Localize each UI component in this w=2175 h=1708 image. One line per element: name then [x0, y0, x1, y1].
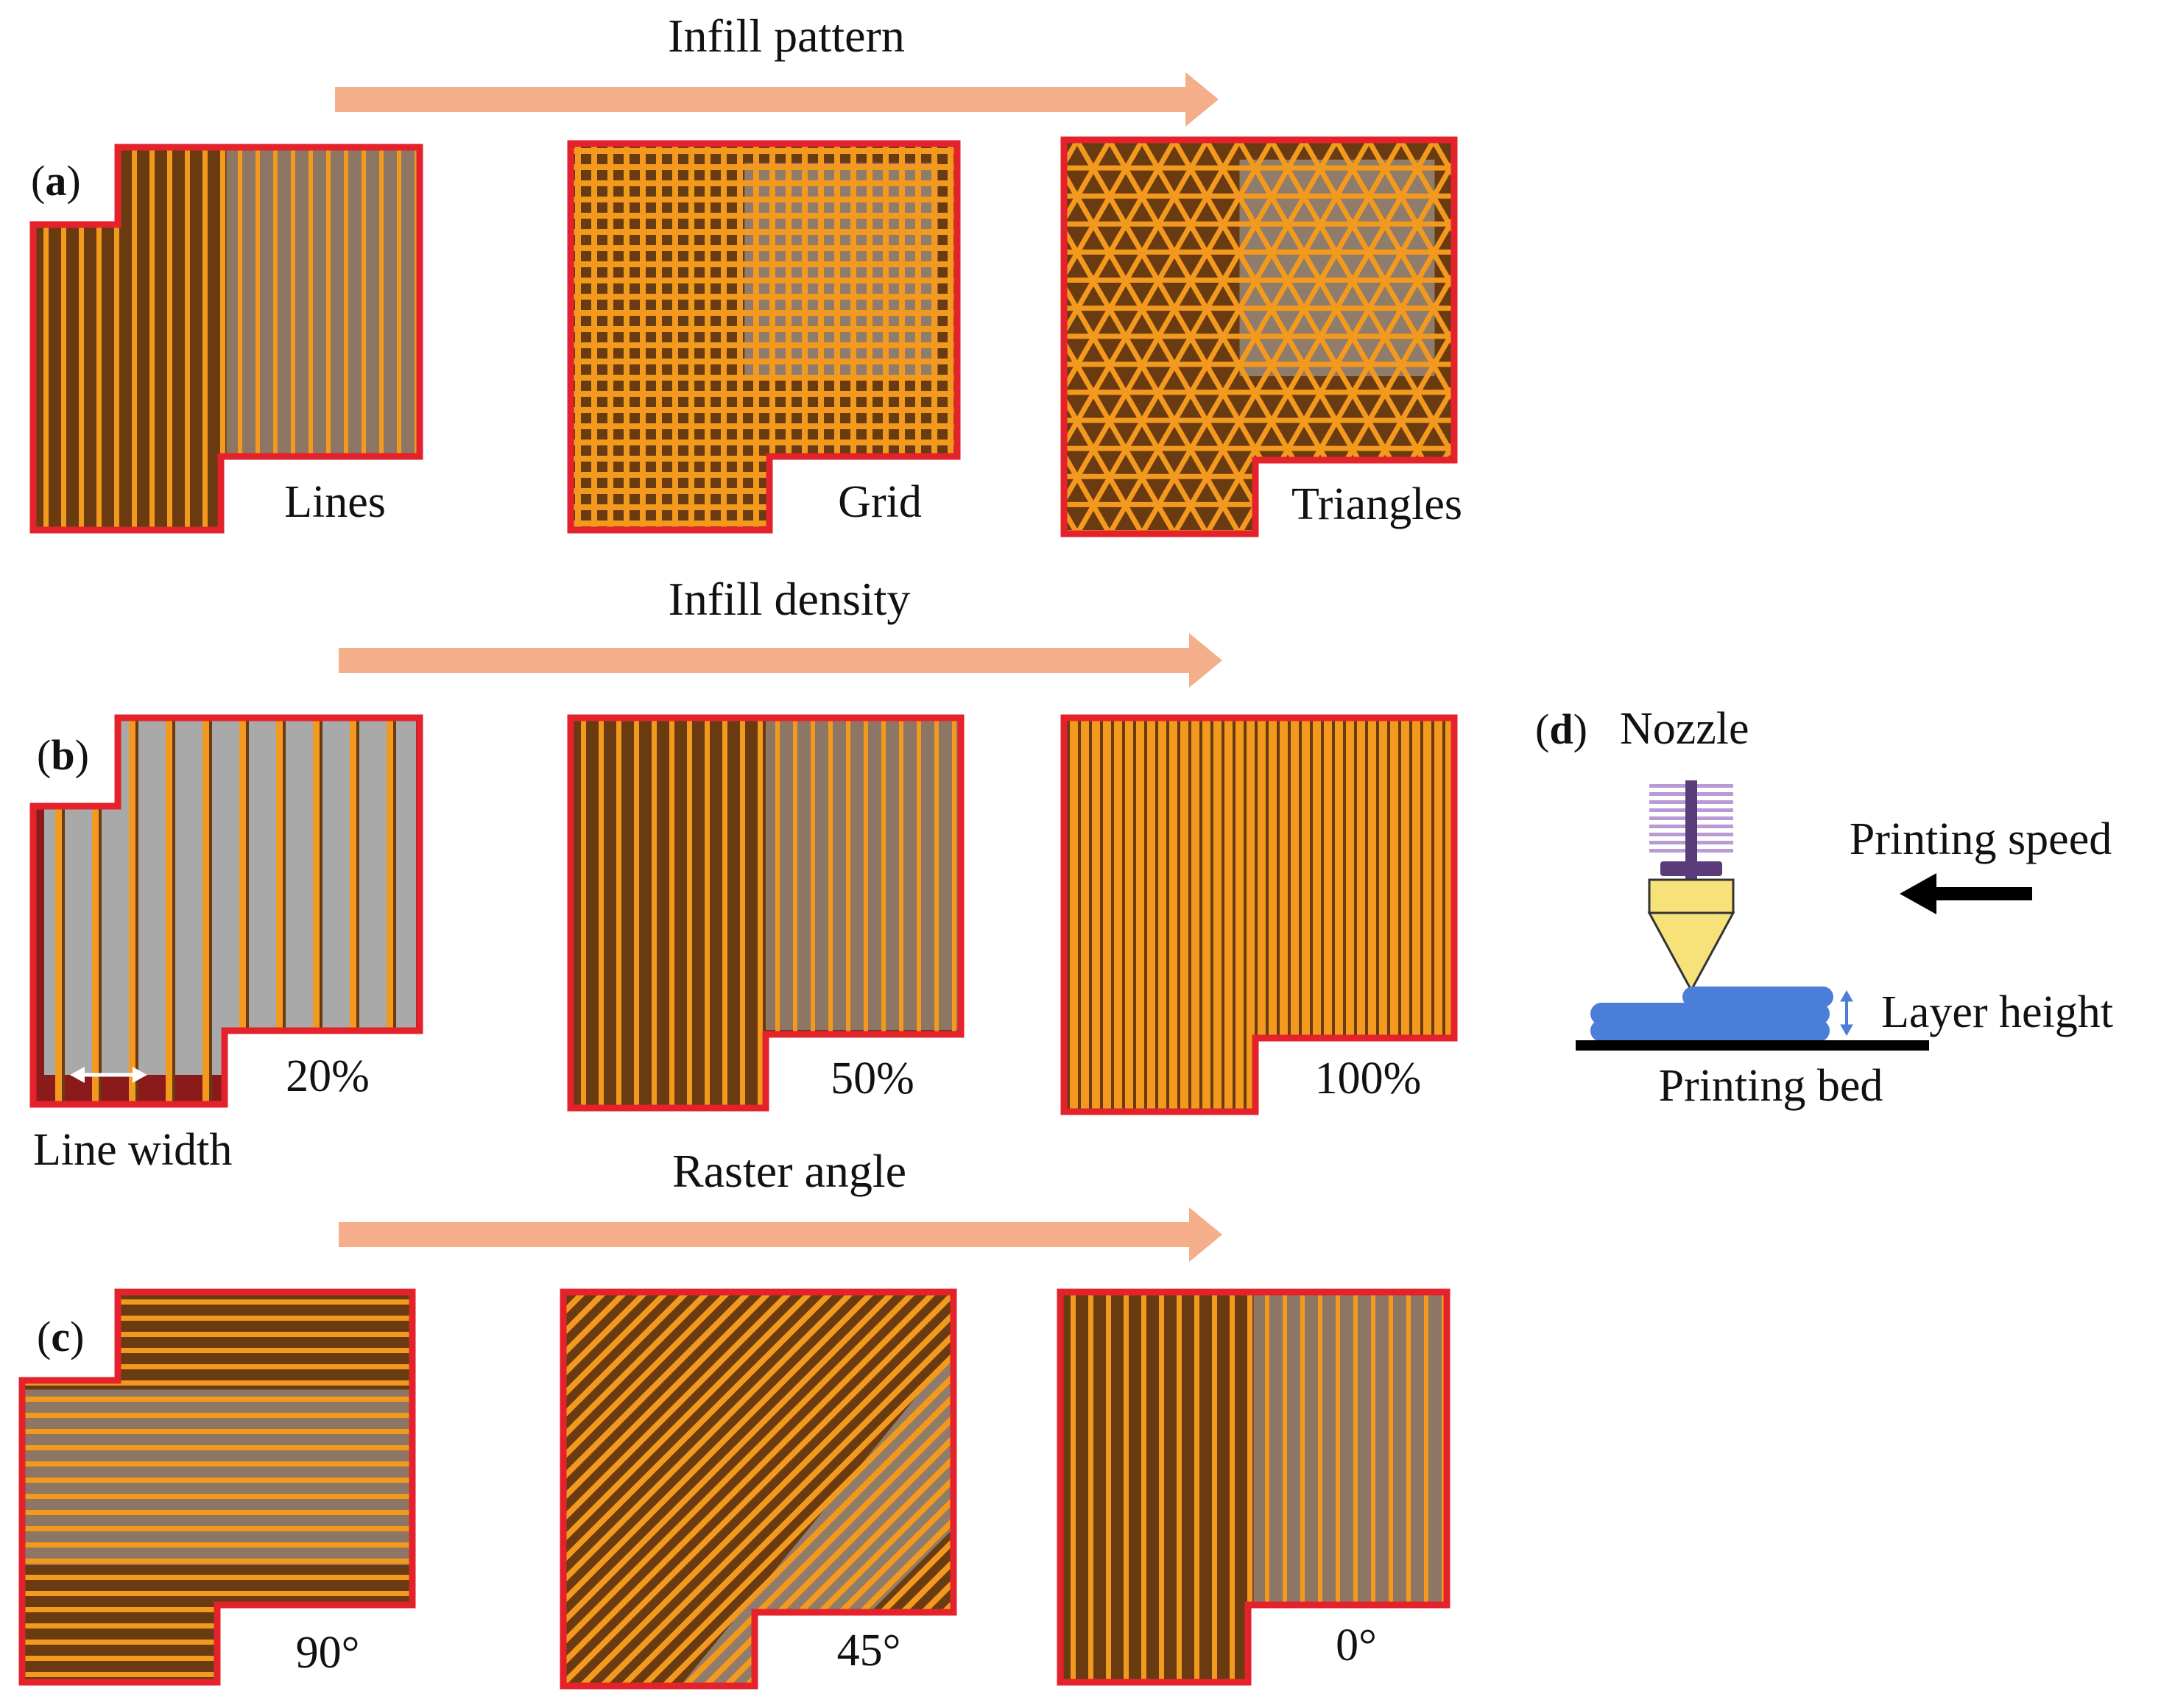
printing-bed [1576, 1040, 1929, 1051]
raster-0-panel: 0° [1057, 1288, 1450, 1686]
row-b: Infill density (b) 20% Line width 50% 10… [29, 573, 1458, 1175]
density-100-panel: 100% [1060, 714, 1458, 1115]
density-50-panel: 50% [567, 714, 965, 1112]
panel-letter-c: (c) [37, 1313, 84, 1361]
deposited-layers [1590, 987, 1833, 1042]
line-width-arrow [70, 1067, 147, 1083]
caption-50: 50% [831, 1054, 914, 1104]
row-a-title: Infill pattern [668, 10, 905, 62]
layer-height-arrow [1840, 989, 1853, 1037]
panel-letter-d: (d) [1535, 705, 1587, 753]
row-b-title: Infill density [669, 573, 911, 625]
row-b-arrow [339, 633, 1222, 688]
panel-letter-a: (a) [31, 157, 81, 205]
caption-grid: Grid [838, 477, 922, 527]
svg-text:(c): (c) [37, 1313, 84, 1361]
density-20-panel: 20% Line width [29, 714, 423, 1175]
caption-0: 0° [1336, 1620, 1377, 1670]
raster-45-panel: 45° [560, 1288, 957, 1690]
caption-90: 90° [296, 1628, 360, 1678]
caption-45: 45° [837, 1626, 901, 1676]
lines-pattern-panel: Lines [29, 144, 423, 534]
nozzle-icon [1647, 780, 1735, 993]
row-c: Raster angle (c) 90° 45° 0° [18, 1145, 1450, 1690]
row-a-arrow [335, 72, 1219, 127]
layer-height-label: Layer height [1881, 987, 2113, 1037]
nozzle-label: Nozzle [1620, 704, 1749, 754]
panel-letter-b: (b) [37, 731, 89, 779]
svg-text:(b): (b) [37, 731, 89, 779]
svg-text:(a): (a) [31, 157, 81, 205]
svg-text:(d): (d) [1535, 705, 1587, 753]
grid-pattern-panel: Grid [567, 140, 961, 534]
printing-speed-label: Printing speed [1850, 814, 2112, 864]
row-d-printer-diagram: (d) Nozzle Printing speed Layer heig [1535, 704, 2113, 1111]
printing-bed-label: Printing bed [1659, 1061, 1883, 1111]
row-c-arrow [339, 1207, 1222, 1262]
caption-lines: Lines [284, 477, 386, 527]
printing-speed-arrow [1900, 873, 2032, 914]
caption-20: 20% [286, 1051, 370, 1101]
line-width-label: Line width [33, 1125, 232, 1175]
row-c-title: Raster angle [672, 1145, 906, 1197]
row-a: Infill pattern (a) Lines Grid Triangles [29, 10, 1462, 537]
caption-triangles: Triangles [1291, 479, 1462, 529]
caption-100: 100% [1315, 1054, 1422, 1104]
